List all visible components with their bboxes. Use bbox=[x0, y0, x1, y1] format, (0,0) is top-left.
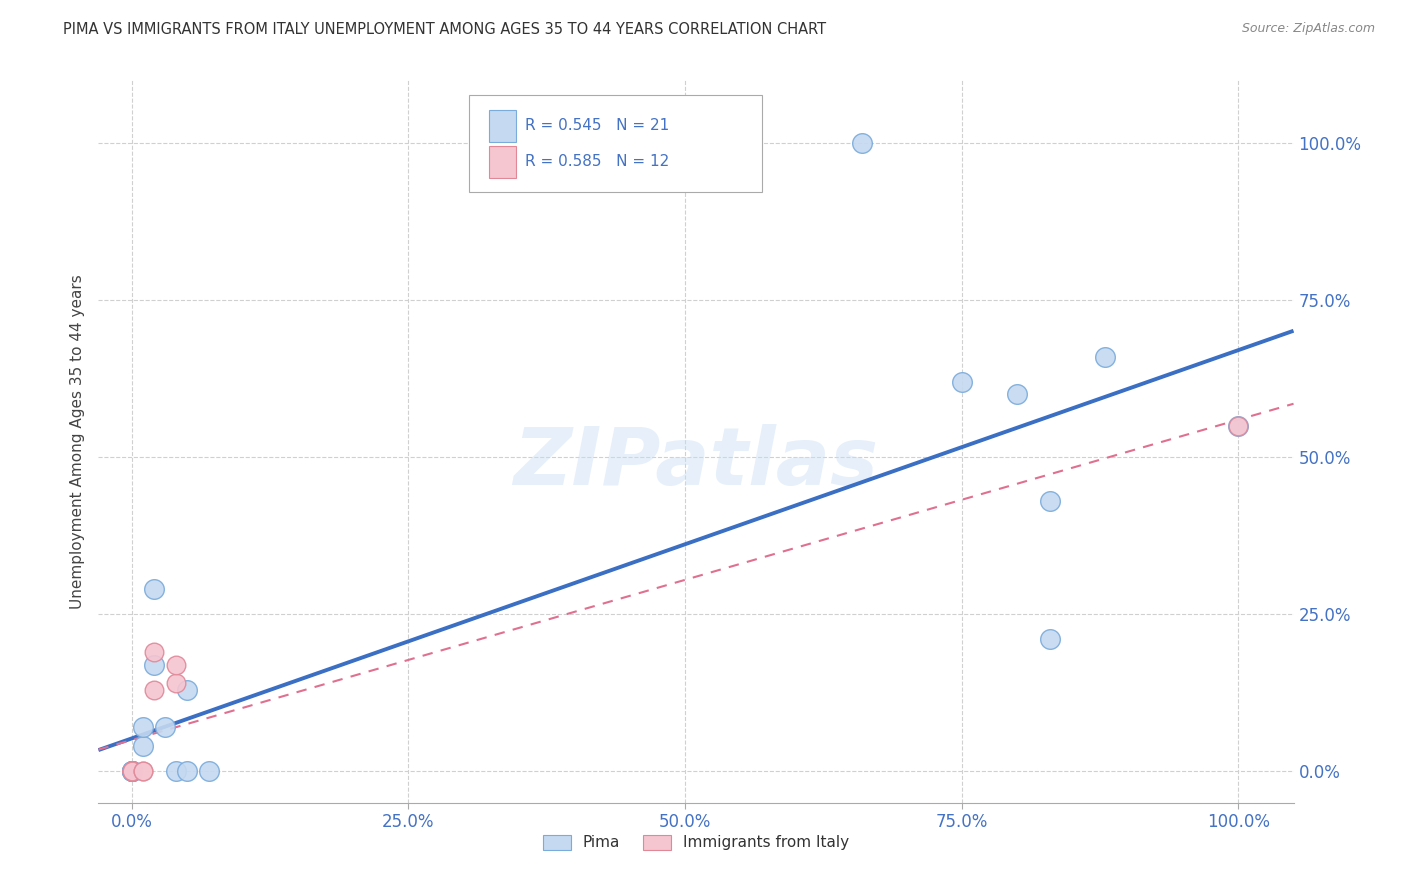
Point bbox=[121, 764, 143, 779]
Point bbox=[153, 720, 176, 734]
FancyBboxPatch shape bbox=[489, 110, 516, 142]
Point bbox=[176, 764, 198, 779]
Point bbox=[121, 764, 143, 779]
Point bbox=[1094, 350, 1116, 364]
Point bbox=[131, 764, 153, 779]
Text: R = 0.585   N = 12: R = 0.585 N = 12 bbox=[524, 154, 669, 169]
Point bbox=[121, 764, 143, 779]
Text: PIMA VS IMMIGRANTS FROM ITALY UNEMPLOYMENT AMONG AGES 35 TO 44 YEARS CORRELATION: PIMA VS IMMIGRANTS FROM ITALY UNEMPLOYME… bbox=[63, 22, 827, 37]
Point bbox=[121, 764, 143, 779]
Point bbox=[142, 682, 165, 697]
Point bbox=[1227, 418, 1250, 433]
Point bbox=[121, 764, 143, 779]
Point bbox=[121, 764, 143, 779]
Text: Source: ZipAtlas.com: Source: ZipAtlas.com bbox=[1241, 22, 1375, 36]
FancyBboxPatch shape bbox=[470, 95, 762, 193]
Point bbox=[131, 764, 153, 779]
Point bbox=[131, 739, 153, 754]
Y-axis label: Unemployment Among Ages 35 to 44 years: Unemployment Among Ages 35 to 44 years bbox=[69, 274, 84, 609]
Point bbox=[1227, 418, 1250, 433]
Point bbox=[121, 764, 143, 779]
Point bbox=[165, 657, 187, 672]
Point bbox=[198, 764, 221, 779]
Point bbox=[142, 582, 165, 597]
Point bbox=[1039, 494, 1062, 508]
Text: ZIPatlas: ZIPatlas bbox=[513, 425, 879, 502]
Point bbox=[1005, 387, 1028, 401]
Point bbox=[165, 676, 187, 690]
Point bbox=[142, 657, 165, 672]
Legend: Pima, Immigrants from Italy: Pima, Immigrants from Italy bbox=[537, 829, 855, 856]
Point bbox=[1039, 632, 1062, 647]
Text: R = 0.545   N = 21: R = 0.545 N = 21 bbox=[524, 119, 669, 133]
Point bbox=[121, 764, 143, 779]
Point bbox=[142, 645, 165, 659]
Point bbox=[950, 375, 973, 389]
Point bbox=[131, 720, 153, 734]
Point bbox=[176, 682, 198, 697]
Point bbox=[165, 764, 187, 779]
FancyBboxPatch shape bbox=[489, 146, 516, 178]
Point bbox=[121, 764, 143, 779]
Point bbox=[121, 764, 143, 779]
Point bbox=[851, 136, 873, 150]
